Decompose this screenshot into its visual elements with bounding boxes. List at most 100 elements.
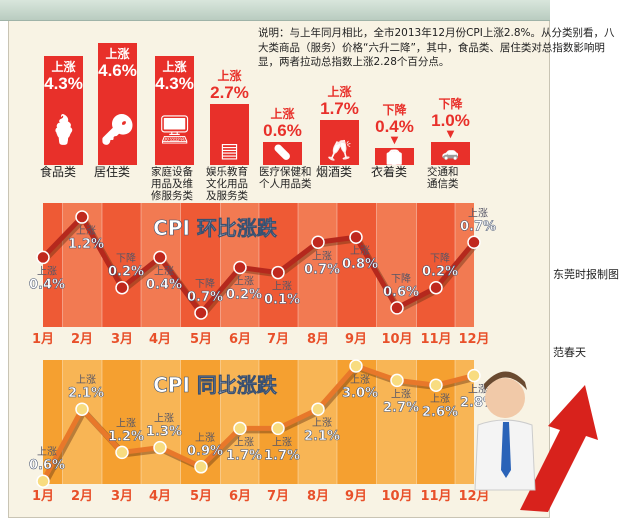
month-label: 8月: [307, 332, 329, 347]
point-direction: 上涨: [272, 436, 292, 448]
data-point: [390, 373, 404, 388]
data-point: [349, 230, 363, 244]
data-point: [115, 445, 129, 460]
point-label: 0.6%: [383, 285, 419, 300]
month-label: 2月: [71, 332, 93, 347]
month-label: 11月: [420, 489, 451, 504]
data-point: [467, 368, 481, 383]
point-label: 2.7%: [383, 400, 419, 415]
month-label: 12月: [458, 332, 489, 347]
month-label: 5月: [190, 489, 212, 504]
category-bar: [320, 120, 359, 165]
category-direction: 下降: [382, 103, 407, 117]
person-tie: [501, 422, 511, 478]
point-label: 0.2%: [422, 265, 458, 280]
category-label: 食品类: [40, 165, 77, 179]
data-point: [75, 402, 89, 416]
point-label: 1.2%: [68, 237, 104, 252]
category-direction: 上涨: [270, 107, 295, 121]
point-label: 0.9%: [187, 444, 223, 459]
point-direction: 上涨: [37, 265, 57, 277]
data-point: [390, 301, 404, 315]
month-label: 5月: [190, 332, 212, 347]
chart-band: [455, 360, 474, 484]
data-point: [271, 421, 285, 436]
point-direction: 下降: [430, 252, 450, 265]
chart-band: [455, 203, 474, 327]
point-label: 0.8%: [342, 257, 378, 272]
monitor-icon: 🖥: [156, 113, 193, 146]
month-label: 6月: [229, 489, 251, 504]
month-label: 7月: [267, 332, 289, 347]
point-direction: 上涨: [312, 250, 332, 262]
point-label: 0.1%: [264, 293, 300, 308]
point-direction: 上涨: [312, 417, 332, 429]
point-label: 0.4%: [29, 277, 65, 292]
point-direction: 上涨: [350, 374, 370, 386]
category-direction: 下降: [438, 97, 463, 111]
point-label: 0.7%: [187, 290, 223, 305]
chart-title: CPI 同比涨跌: [153, 373, 278, 397]
book-icon: ▤: [220, 138, 239, 162]
data-point: [233, 260, 247, 275]
category-bar: [431, 142, 470, 165]
point-label: 2.6%: [422, 405, 458, 420]
point-direction: 上涨: [468, 384, 488, 396]
point-label: 0.2%: [108, 265, 144, 280]
month-label: 6月: [229, 332, 251, 347]
category-label: 娱乐教育 文化用品 及服务类: [206, 166, 248, 202]
chart-band: [298, 360, 337, 484]
category-direction: 上涨: [217, 69, 242, 83]
point-direction: 上涨: [116, 417, 136, 429]
point-direction: 下降: [116, 252, 136, 265]
month-label: 4月: [149, 489, 171, 504]
category-bar: [263, 142, 302, 165]
category-bar: [375, 148, 414, 165]
point-direction: 上涨: [76, 374, 96, 386]
point-direction: 上涨: [234, 276, 254, 288]
category-bar: [210, 104, 249, 165]
month-label: 4月: [149, 332, 171, 347]
category-value: 1.0%: [431, 111, 470, 130]
point-label: 2.1%: [68, 386, 104, 401]
data-point: [115, 280, 129, 295]
data-point: [153, 250, 167, 265]
wine-glasses-icon: 🥂: [327, 138, 352, 162]
point-label: 1.3%: [146, 425, 182, 440]
point-direction: 上涨: [234, 436, 254, 448]
description-note: 说明：与上年同月相比，全市2013年12月份CPI上涨2.8%。从分类别看，八大…: [258, 27, 615, 68]
category-value: 4.6%: [98, 61, 137, 80]
ice-cream-icon: 🍦: [46, 113, 81, 146]
category-value: 4.3%: [155, 74, 194, 93]
point-label: 0.4%: [146, 277, 182, 292]
category-direction: 上涨: [162, 60, 187, 74]
month-label: 1月: [32, 332, 54, 347]
point-direction: 上涨: [37, 446, 57, 458]
category-label: 医疗保健和 个人用品类: [259, 166, 312, 190]
point-label: 0.2%: [226, 288, 262, 303]
point-direction: 上涨: [391, 388, 411, 400]
chart-band: [43, 203, 63, 327]
month-label: 2月: [71, 489, 93, 504]
credit-maker: 东莞时报制图: [553, 268, 619, 281]
point-direction: 上涨: [430, 393, 450, 405]
point-direction: 上涨: [468, 207, 488, 219]
data-point: [271, 265, 285, 280]
point-direction: 上涨: [195, 432, 215, 444]
up-arrow-icon: [520, 385, 598, 512]
category-value: 0.6%: [263, 121, 302, 140]
month-label: 3月: [111, 489, 133, 504]
point-direction: 上涨: [154, 413, 174, 425]
category-label: 烟酒类: [316, 165, 353, 179]
down-arrow-icon: ▼: [446, 129, 455, 140]
category-direction: 上涨: [105, 47, 130, 61]
category-direction: 上涨: [51, 60, 76, 74]
point-direction: 下降: [391, 272, 411, 285]
data-point: [349, 359, 363, 373]
chart-title: CPI 环比涨跌: [153, 216, 278, 240]
month-label: 1月: [32, 489, 54, 504]
data-point: [36, 474, 50, 488]
month-label: 8月: [307, 489, 329, 504]
data-point: [153, 440, 167, 455]
